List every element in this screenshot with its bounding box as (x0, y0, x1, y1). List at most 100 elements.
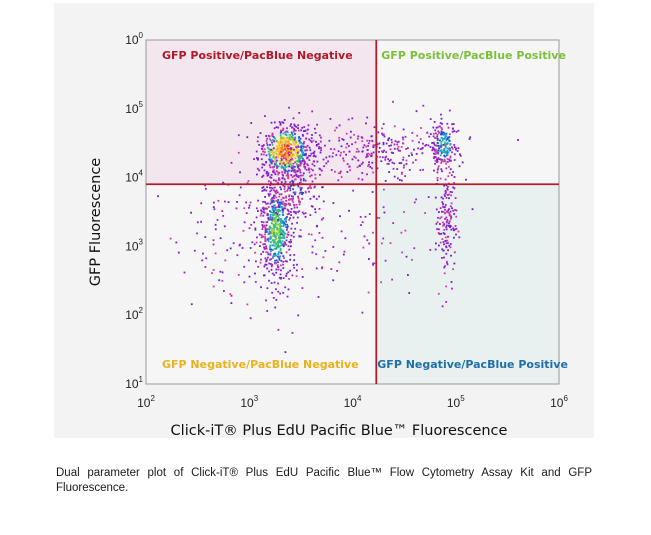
event-dot (302, 142, 305, 145)
event-dot (299, 189, 302, 191)
event-dot (221, 279, 224, 282)
event-dot (289, 138, 291, 141)
event-dot (268, 148, 270, 150)
event-dot (284, 226, 287, 228)
event-dot (272, 170, 274, 173)
event-dot (246, 303, 249, 306)
event-dot (283, 157, 285, 159)
event-dot (312, 155, 315, 158)
event-dot (317, 296, 320, 298)
event-dot (419, 138, 422, 140)
event-dot (229, 293, 232, 295)
event-dot (458, 236, 461, 239)
event-dot (380, 160, 383, 163)
event-dot (258, 233, 261, 236)
event-dot (279, 227, 282, 230)
event-dot (446, 147, 449, 150)
event-dot (286, 213, 289, 216)
event-dot (297, 211, 300, 213)
event-dot (271, 144, 274, 146)
event-dot (458, 165, 461, 168)
event-dot (461, 161, 464, 164)
event-dot (230, 294, 233, 297)
event-dot (275, 235, 277, 238)
event-dot (193, 249, 196, 252)
event-dot (286, 215, 288, 218)
event-dot (441, 122, 443, 125)
event-dot (372, 262, 375, 265)
event-dot (284, 260, 287, 262)
event-dot (175, 241, 178, 244)
event-dot (457, 147, 460, 149)
event-dot (282, 267, 285, 269)
event-dot (279, 292, 281, 295)
event-dot (276, 213, 279, 215)
event-dot (264, 196, 266, 198)
event-dot (232, 242, 235, 245)
event-dot (280, 151, 282, 153)
event-dot (277, 126, 279, 129)
event-dot (280, 136, 282, 138)
event-dot (269, 156, 271, 159)
event-dot (271, 160, 274, 162)
event-dot (320, 149, 322, 152)
event-dot (308, 233, 310, 236)
event-dot (360, 163, 363, 165)
event-dot (318, 167, 321, 170)
event-dot (396, 177, 399, 180)
event-dot (293, 174, 296, 177)
event-dot (308, 190, 310, 193)
event-dot (295, 146, 298, 148)
event-dot (280, 181, 283, 183)
event-dot (420, 127, 422, 129)
event-dot (279, 149, 282, 152)
event-dot (439, 241, 442, 244)
event-dot (442, 224, 445, 227)
event-dot (294, 129, 297, 132)
event-dot (312, 160, 315, 163)
event-dot (214, 252, 217, 255)
event-dot (383, 188, 385, 191)
event-dot (390, 138, 393, 141)
event-dot (453, 262, 456, 265)
event-dot (269, 246, 271, 248)
event-dot (447, 148, 450, 150)
event-dot (253, 158, 255, 160)
event-dot (263, 153, 265, 156)
event-dot (294, 227, 297, 230)
event-dot (455, 147, 458, 150)
event-dot (269, 235, 272, 238)
event-dot (319, 140, 322, 143)
event-dot (266, 267, 269, 270)
event-dot (265, 260, 268, 263)
event-dot (427, 196, 430, 198)
event-dot (267, 150, 270, 153)
event-dot (266, 144, 269, 146)
event-dot (314, 208, 316, 211)
event-dot (455, 233, 457, 236)
event-dot (435, 223, 438, 225)
event-dot (282, 184, 285, 187)
event-dot (262, 243, 265, 246)
event-dot (297, 144, 299, 147)
event-dot (292, 162, 295, 165)
event-dot (281, 153, 284, 156)
event-dot (439, 139, 441, 142)
event-dot (281, 149, 283, 152)
quadrant-label-top-left: GFP Positive/PacBlue Negative (162, 49, 353, 62)
event-dot (214, 223, 217, 226)
event-dot (278, 231, 280, 233)
event-dot (273, 274, 276, 276)
event-dot (302, 157, 304, 160)
event-dot (311, 180, 314, 183)
event-dot (281, 171, 283, 173)
event-dot (280, 218, 282, 220)
event-dot (431, 142, 434, 144)
event-dot (291, 126, 293, 129)
event-dot (284, 190, 286, 193)
event-dot (310, 152, 313, 155)
x-tick-label: 104 (344, 394, 362, 410)
event-dot (456, 150, 459, 152)
event-dot (442, 232, 445, 234)
event-dot (300, 144, 303, 147)
